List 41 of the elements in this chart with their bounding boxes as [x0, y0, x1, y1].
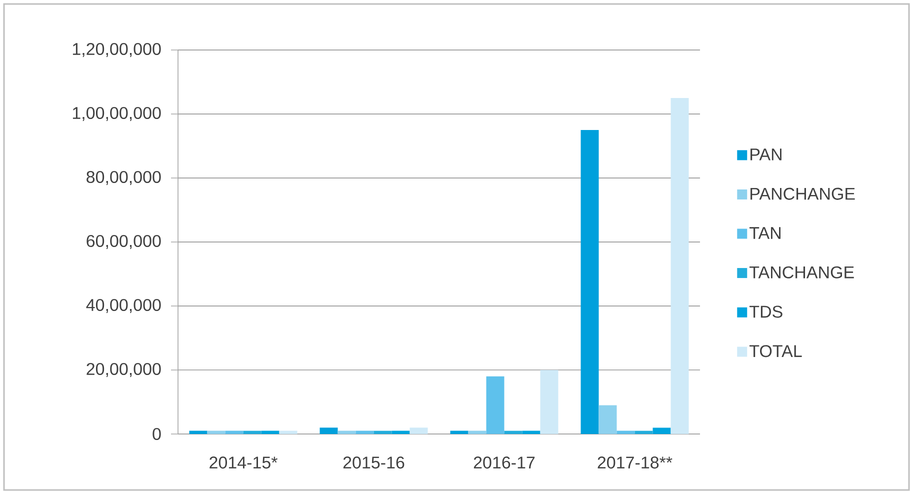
bar [261, 430, 280, 434]
y-tick-label: 80,00,000 [86, 170, 161, 186]
bar [356, 430, 374, 434]
bar [540, 370, 558, 434]
bar [450, 430, 468, 434]
bar [580, 130, 599, 434]
x-tick-label: 2016-17 [474, 456, 535, 469]
bar [486, 376, 504, 434]
bar [392, 430, 410, 434]
y-tick-label: 1,00,00,000 [72, 106, 161, 122]
bar [410, 428, 428, 434]
bar [522, 430, 540, 434]
bar [338, 430, 356, 434]
legend-label: PAN [750, 148, 782, 160]
y-tick-label: 60,00,000 [86, 234, 161, 250]
bar [504, 430, 522, 434]
bar [598, 405, 617, 434]
y-tick-label: 1,20,00,000 [72, 42, 161, 58]
bar [468, 430, 486, 434]
legend-label: TDS [750, 306, 782, 318]
bar [652, 428, 671, 434]
y-tick-label: 20,00,000 [86, 362, 161, 378]
bar [670, 98, 689, 434]
y-tick-label: 0 [152, 428, 161, 440]
bar [279, 430, 298, 434]
x-tick-label: 2014-15* [210, 456, 278, 469]
bar [225, 430, 244, 434]
y-tick-label: 40,00,000 [86, 298, 161, 314]
bar [320, 428, 338, 434]
legend-label: TAN [750, 227, 780, 239]
bar [634, 430, 653, 434]
x-tick-label: 2017-18** [598, 456, 672, 469]
bar [189, 430, 208, 434]
bar [616, 430, 635, 434]
bar [243, 430, 262, 434]
bar [374, 430, 392, 434]
legend-label: PANCHANGE [750, 188, 855, 200]
x-tick-label: 2015-16 [343, 456, 404, 469]
legend-label: TOTAL [750, 345, 802, 358]
bar [207, 430, 226, 434]
legend-label: TANCHANGE [750, 266, 854, 278]
